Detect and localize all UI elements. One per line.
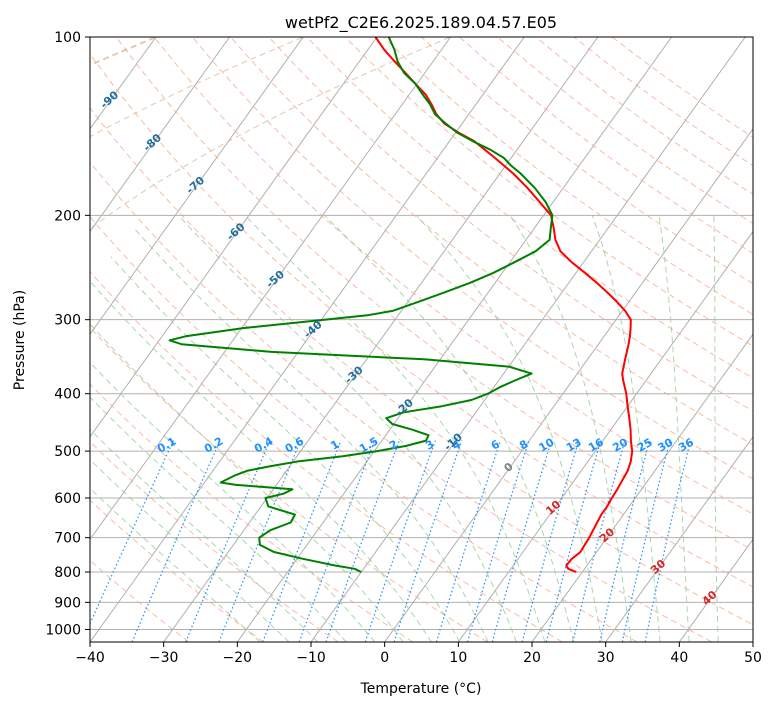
x-tick-label: −40 [75, 650, 105, 666]
y-tick-label: 200 [54, 208, 81, 224]
y-axis-label: Pressure (hPa) [12, 290, 28, 390]
y-tick-label: 800 [54, 565, 81, 581]
y-tick-label: 100 [54, 30, 81, 46]
x-tick-label: 40 [670, 650, 688, 666]
x-tick-label: 50 [744, 650, 762, 666]
y-tick-label: 900 [54, 595, 81, 611]
x-tick-label: 10 [449, 650, 467, 666]
y-tick-label: 700 [54, 531, 81, 547]
y-tick-label: 500 [54, 444, 81, 460]
y-tick-label: 300 [54, 313, 81, 329]
x-tick-label: −30 [149, 650, 179, 666]
x-tick-label: 0 [380, 650, 389, 666]
x-axis-label: Temperature (°C) [360, 681, 482, 697]
y-tick-label: 600 [54, 491, 81, 507]
x-tick-label: 20 [523, 650, 541, 666]
chart-title: wetPf2_C2E6.2025.189.04.57.E05 [285, 13, 557, 33]
x-tick-label: −20 [223, 650, 253, 666]
x-tick-label: 30 [597, 650, 615, 666]
x-tick-label: −10 [296, 650, 326, 666]
y-tick-label: 1000 [45, 622, 81, 638]
y-tick-label: 400 [54, 387, 81, 403]
